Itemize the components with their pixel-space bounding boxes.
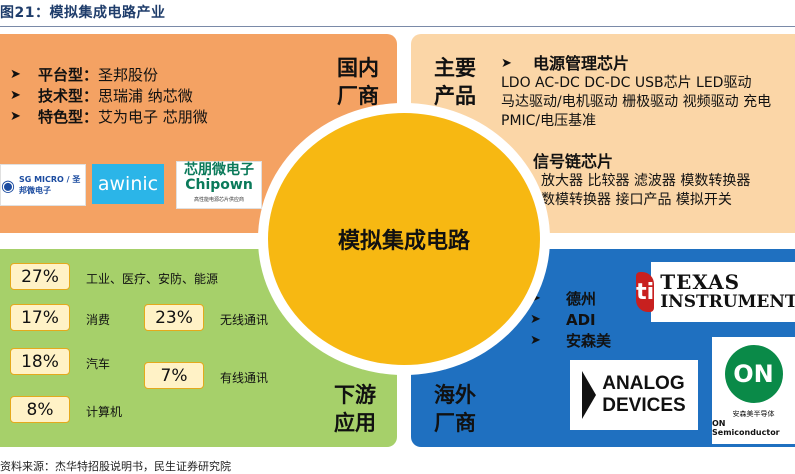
arrow-icon: ➤ xyxy=(530,333,541,348)
item-value: 艾为电子 芯朋微 xyxy=(98,108,208,126)
label-line: 海外 xyxy=(434,383,476,407)
logo-subtitle: 高性能电源芯片供应商 xyxy=(193,196,244,203)
share-badge: 17% xyxy=(10,304,70,331)
product-line: 马达驱动/电机驱动 栅极驱动 视频驱动 充电 xyxy=(501,94,772,110)
group-heading: ➤ 电源管理芯片 xyxy=(501,54,771,73)
item-value: 思瑞浦 纳芯微 xyxy=(98,87,193,105)
label-line: 下游 xyxy=(334,383,376,407)
product-line: PMIC/电压基准 xyxy=(501,113,597,129)
share-badge: 27% xyxy=(10,263,70,290)
on-mark-icon: ON xyxy=(724,344,783,403)
texas-instruments-logo: ti TEXAS INSTRUMENTS xyxy=(636,262,795,322)
on-semiconductor-logo: ON 安森美半导体 ON Semiconductor xyxy=(712,337,795,444)
adi-triangle-icon xyxy=(582,371,597,419)
product-line: 数模转换器 接口产品 模拟开关 xyxy=(541,192,732,208)
logo-line: INSTRUMENTS xyxy=(660,292,795,312)
awinic-logo: awinic xyxy=(92,164,164,204)
label-line: 应用 xyxy=(334,411,376,435)
analog-devices-logo: ANALOG DEVICES xyxy=(570,360,698,430)
item-text: 德州 xyxy=(566,290,597,308)
share-badge: 8% xyxy=(10,396,70,423)
item-key: 技术型： xyxy=(38,87,99,105)
center-circle: 模拟集成电路 xyxy=(268,113,540,365)
signal-chain-group: ➤ 信号链芯片 放大器 比较器 滤波器 模数转换器 数模转换器 接口产品 模拟开… xyxy=(501,152,750,210)
center-label: 模拟集成电路 xyxy=(337,229,470,254)
applications-label: 下游 应用 xyxy=(330,381,380,437)
chipown-logo: 芯朋微电子 Chipown 高性能电源芯片供应商 xyxy=(176,161,262,209)
logo-line: DEVICES xyxy=(602,395,686,416)
item-key: 特色型： xyxy=(38,108,99,126)
share-label: 有线通讯 xyxy=(220,371,269,385)
label-line: 产品 xyxy=(434,84,476,108)
heading-text: 信号链芯片 xyxy=(533,152,614,171)
figure-title: 图21：模拟集成电路产业 xyxy=(0,5,166,21)
logo-text-cn: 芯朋微电子 xyxy=(184,161,254,178)
logo-text-en: Chipown xyxy=(185,176,253,193)
label-line: 国内 xyxy=(337,56,379,80)
item-key: 平台型： xyxy=(38,66,99,84)
list-item: ➤ 安森美 xyxy=(530,330,611,351)
label-line: 厂商 xyxy=(434,411,476,435)
list-item: ➤ 德州 xyxy=(530,288,611,309)
share-badge: 23% xyxy=(144,304,204,331)
power-management-group: ➤ 电源管理芯片 LDO AC-DC DC-DC USB芯片 LED驱动 马达驱… xyxy=(501,54,771,131)
domestic-label: 国内 厂商 xyxy=(333,54,383,110)
arrow-icon: ➤ xyxy=(501,56,512,71)
logo-text-cn: 安森美半导体 xyxy=(732,409,775,418)
arrow-icon: ➤ xyxy=(10,88,21,103)
adi-wordmark: ANALOG DEVICES xyxy=(602,373,685,417)
arrow-icon: ➤ xyxy=(530,291,541,306)
domestic-vendor-list: ➤ 平台型： 圣邦股份 ➤ 技术型： 思瑞浦 纳芯微 ➤ 特色型： 艾为电子 芯… xyxy=(10,64,208,127)
products-label: 主要 产品 xyxy=(430,54,480,110)
signal-lines: 放大器 比较器 滤波器 模数转换器 数模转换器 接口产品 模拟开关 xyxy=(501,172,750,210)
group-heading: ➤ 信号链芯片 xyxy=(501,152,750,171)
label-line: 厂商 xyxy=(337,84,379,108)
share-label: 计算机 xyxy=(86,405,123,419)
share-label: 无线通讯 xyxy=(220,313,269,327)
logo-text-en: ON Semiconductor xyxy=(712,418,780,437)
power-lines: LDO AC-DC DC-DC USB芯片 LED驱动 马达驱动/电机驱动 栅极… xyxy=(501,74,771,131)
share-badge: 18% xyxy=(10,348,70,375)
share-label: 工业、医疗、安防、能源 xyxy=(86,272,219,286)
item-text: 安森美 xyxy=(566,332,612,350)
source-note: 资料来源：杰华特招股说明书，民生证券研究院 xyxy=(0,460,231,473)
arrow-icon: ➤ xyxy=(530,312,541,327)
list-item: ➤ 特色型： 艾为电子 芯朋微 xyxy=(10,106,208,127)
product-line: LDO AC-DC DC-DC USB芯片 LED驱动 xyxy=(501,75,752,91)
sgmicro-logo: ◉ SG MICRO / 圣邦微电子 xyxy=(0,164,86,206)
title-divider xyxy=(0,26,795,27)
list-item: ➤ 平台型： 圣邦股份 xyxy=(10,64,208,85)
ti-wordmark: TEXAS INSTRUMENTS xyxy=(660,272,795,312)
arrow-icon: ➤ xyxy=(10,109,21,124)
item-value: 圣邦股份 xyxy=(98,66,159,84)
item-text: ADI xyxy=(566,310,596,329)
overseas-label: 海外 厂商 xyxy=(430,381,480,437)
logo-text: SG MICRO / 圣邦微电子 xyxy=(18,175,81,195)
share-label: 汽车 xyxy=(86,357,111,371)
arrow-icon: ➤ xyxy=(10,67,21,82)
share-label: 消费 xyxy=(86,313,111,327)
share-badge: 7% xyxy=(144,362,204,389)
label-line: 主要 xyxy=(434,56,476,80)
logo-line: TEXAS xyxy=(660,270,741,294)
overseas-vendor-list: ➤ 德州 ➤ ADI ➤ 安森美 xyxy=(530,288,611,351)
logo-line: ANALOG xyxy=(602,373,685,394)
product-line: 放大器 比较器 滤波器 模数转换器 xyxy=(541,173,751,189)
sgmicro-mark-icon: ◉ xyxy=(1,175,15,195)
heading-text: 电源管理芯片 xyxy=(533,54,630,73)
list-item: ➤ 技术型： 思瑞浦 纳芯微 xyxy=(10,85,208,106)
list-item: ➤ ADI xyxy=(530,309,611,330)
ti-mark-icon: ti xyxy=(636,272,655,312)
